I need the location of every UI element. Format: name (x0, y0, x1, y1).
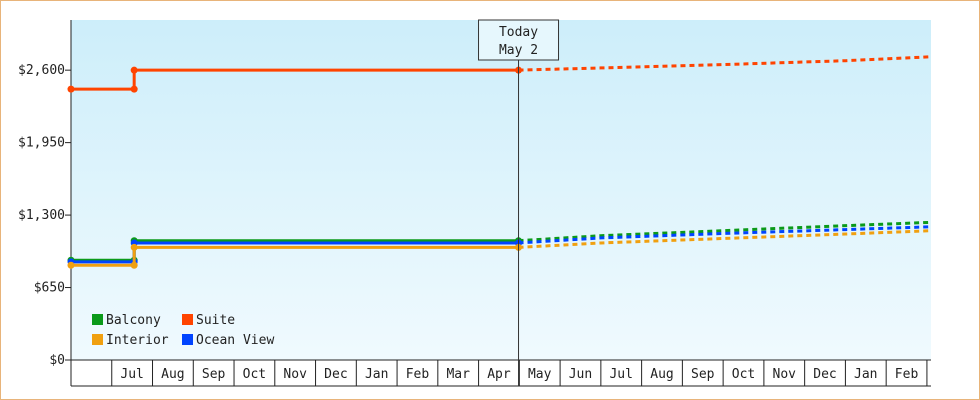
legend-label: Interior (106, 333, 169, 348)
today-label: Today (499, 25, 538, 40)
x-tick-label: Nov (283, 367, 307, 382)
x-tick-label: Feb (895, 367, 919, 382)
series-forecast-line (518, 225, 932, 245)
x-tick-label: Jan (365, 367, 388, 382)
x-tick-label: Jul (609, 367, 632, 382)
x-tick-label: Oct (732, 367, 755, 382)
y-tick-label: $0 (49, 353, 65, 368)
today-marker: Today May 2 (478, 19, 560, 386)
data-point (130, 66, 138, 74)
series-history-line (71, 245, 519, 267)
x-tick-label: Sep (202, 367, 226, 382)
series-forecast-line (518, 55, 932, 72)
data-point (67, 261, 75, 269)
x-tick-label: Feb (406, 367, 430, 382)
series-suite (67, 55, 932, 93)
x-tick-label: Dec (324, 367, 347, 382)
y-tick-label: $2,600 (18, 63, 65, 78)
data-point (130, 261, 138, 269)
x-tick-label: Aug (161, 367, 184, 382)
today-box (478, 19, 560, 61)
legend-swatch (182, 334, 193, 345)
series-layer (67, 55, 932, 269)
legend-item-balcony: Balcony (92, 313, 161, 328)
data-point (130, 243, 138, 251)
legend-label: Ocean View (196, 333, 274, 348)
data-point (67, 85, 75, 93)
y-axis: $0 $650 $1,300 $1,950 $2,600 (18, 20, 72, 386)
x-tick-label: Jun (569, 367, 592, 382)
x-tick-label: Dec (813, 367, 836, 382)
legend: Balcony Suite Interior Ocean View (92, 313, 274, 348)
x-axis: Jul Aug Sep Oct Nov Dec Jan Feb Mar Apr May Jun Jul A… (71, 359, 931, 387)
x-tick-label: Oct (243, 367, 266, 382)
legend-swatch (182, 314, 193, 325)
legend-label: Balcony (106, 313, 161, 328)
x-tick-label: Aug (650, 367, 673, 382)
x-tick-label: May (528, 367, 552, 382)
x-tick-label: Mar (446, 367, 470, 382)
y-tick-label: $1,950 (18, 136, 65, 151)
x-tick-label: Apr (487, 367, 511, 382)
legend-item-suite: Suite (182, 313, 235, 328)
plot-area (71, 20, 931, 360)
series-forecast-line (518, 220, 932, 243)
series-forecast-line (518, 229, 932, 249)
y-tick-label: $650 (34, 281, 65, 296)
legend-swatch (92, 334, 103, 345)
series-history-line (71, 68, 519, 91)
x-tick-label: Nov (773, 367, 797, 382)
y-tick-label: $1,300 (18, 208, 65, 223)
legend-swatch (92, 314, 103, 325)
legend-item-interior: Interior (92, 333, 169, 348)
x-tick-label: Sep (691, 367, 715, 382)
today-date: May 2 (499, 43, 538, 58)
legend-label: Suite (196, 313, 235, 328)
data-point (130, 85, 138, 93)
x-tick-label: Jan (854, 367, 877, 382)
legend-item-ocean-view: Ocean View (182, 333, 274, 348)
x-tick-label: Jul (120, 367, 143, 382)
